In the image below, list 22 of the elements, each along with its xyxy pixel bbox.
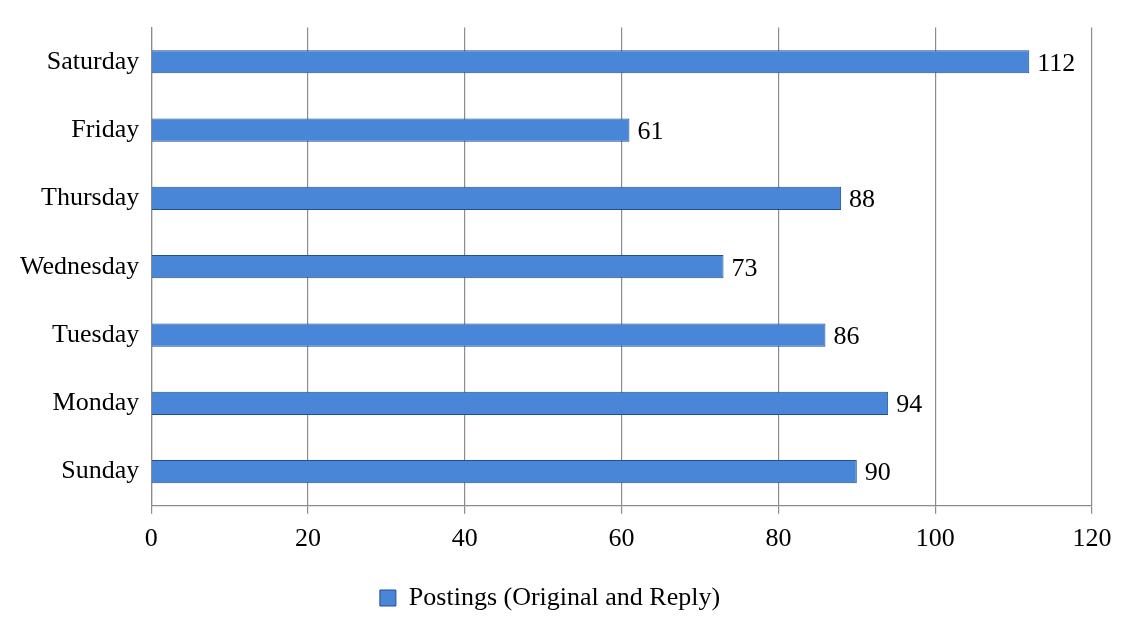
y-tick-label: Friday (71, 113, 140, 143)
x-tick-label: 100 (915, 523, 955, 553)
x-tick-label: 60 (608, 523, 635, 553)
data-label: 94 (896, 389, 923, 419)
legend-label: Postings (Original and Reply) (408, 581, 721, 611)
x-tick-label: 40 (451, 523, 478, 553)
y-tick-label: Tuesday (52, 318, 140, 348)
x-tick-label: 120 (1072, 523, 1112, 553)
y-tick-label: Saturday (46, 45, 140, 75)
x-tick-label: 20 (295, 523, 321, 553)
data-label: 86 (833, 320, 860, 350)
y-tick-label: Thursday (40, 182, 140, 212)
data-label: 112 (1037, 47, 1076, 77)
x-tick-label: 80 (765, 523, 792, 553)
data-label: 90 (864, 457, 891, 487)
data-label: 61 (637, 115, 664, 145)
y-tick-label: Monday (52, 387, 140, 417)
data-label: 73 (731, 252, 758, 282)
data-label: 88 (849, 184, 876, 214)
x-tick-label: 0 (144, 523, 158, 553)
y-tick-label: Wednesday (19, 250, 140, 280)
y-tick-label: Sunday (61, 455, 140, 485)
